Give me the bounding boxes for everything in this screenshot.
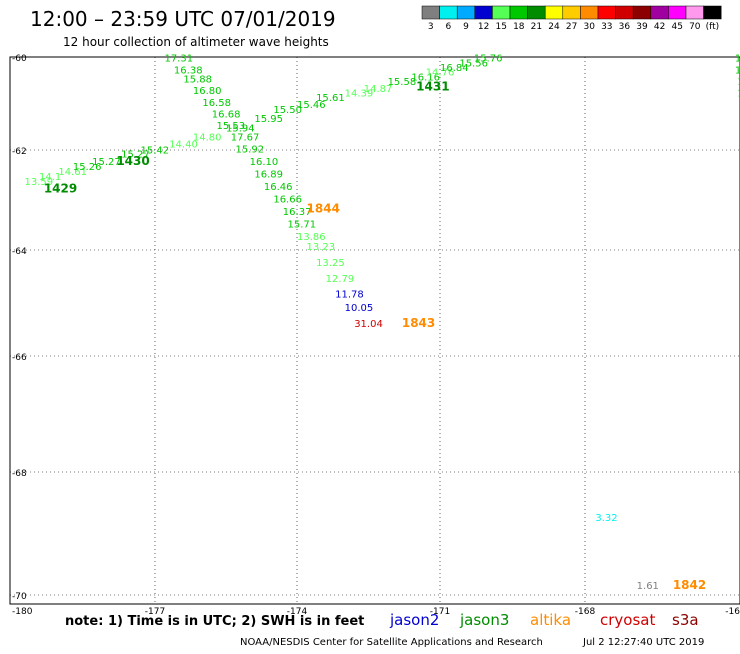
legend-label: 9: [463, 22, 469, 32]
swh-value: 16.58: [202, 98, 231, 109]
lat-tick-label: -70: [12, 592, 27, 602]
legend-swatch: [440, 6, 458, 19]
swh-value: 16.66: [273, 195, 302, 206]
legend-swatch: [704, 6, 722, 19]
footer-timestamp: Jul 2 12:27:40 UTC 2019: [582, 637, 704, 648]
swh-value: 16.3: [735, 54, 740, 65]
legend-label: 27: [566, 22, 577, 32]
legend-swatch: [633, 6, 651, 19]
swh-value: 15.53: [217, 121, 246, 132]
mission-label: s3a: [672, 611, 699, 629]
swh-value: 10.05: [345, 303, 374, 314]
pass-time-label: 1429: [44, 182, 77, 196]
swh-value: 11.78: [335, 290, 364, 301]
data-points: 13.5914.114.6115.2615.2715.2715.4214.401…: [25, 54, 740, 592]
swh-value: 16.46: [264, 182, 293, 193]
legend-label: 21: [531, 22, 542, 32]
pass-time-label: 1843: [402, 316, 435, 330]
lat-tick-label: -66: [12, 353, 27, 363]
swh-value: 15.76: [474, 54, 503, 65]
swh-value: 17.31: [164, 54, 193, 65]
lat-tick-label: -60: [12, 54, 27, 64]
legend-label: 45: [671, 22, 682, 32]
legend-label: 36: [619, 22, 631, 32]
legend-swatch: [492, 6, 510, 19]
pass-time-label: 1430: [116, 154, 149, 168]
legend-swatch: [598, 6, 616, 19]
pass-time-label: 1844: [307, 202, 340, 216]
swh-value: 16.10: [250, 157, 279, 168]
lat-tick-label: -62: [12, 147, 27, 157]
lon-tick-label: -16: [725, 607, 740, 617]
legend-label: (ft): [706, 22, 720, 32]
legend-swatch: [580, 6, 598, 19]
swh-value: 15.61: [316, 93, 345, 104]
swh-value: 13.23: [307, 242, 336, 253]
pass-time-label: 1431: [416, 79, 449, 93]
mission-label: jason3: [459, 611, 509, 629]
swh-value: 12.79: [326, 274, 355, 285]
page-title: 12:00 – 23:59 UTC 07/01/2019: [30, 7, 336, 31]
plot-grid: -60-62-64-66-68-70-180-177-174-171-168-1…: [10, 54, 740, 617]
legend-label: 3: [428, 22, 434, 32]
legend-label: 24: [548, 22, 560, 32]
legend-swatch: [422, 6, 440, 19]
mission-legend: jason2 jason3 altika cryosat s3a: [389, 611, 699, 629]
legend-swatch: [545, 6, 563, 19]
legend-swatch: [563, 6, 581, 19]
legend-label: 30: [583, 22, 595, 32]
swh-value: 14.80: [193, 133, 222, 144]
lat-tick-label: -64: [12, 247, 27, 257]
lat-tick-label: -68: [12, 469, 27, 479]
footer-credit: NOAA/NESDIS Center for Satellite Applica…: [240, 637, 543, 648]
legend-swatch: [651, 6, 669, 19]
mission-label: jason2: [389, 611, 439, 629]
swh-value: 13.25: [316, 258, 345, 269]
legend-label: 42: [654, 22, 665, 32]
swh-value: 15.71: [288, 220, 317, 231]
lon-tick-label: -180: [12, 607, 33, 617]
swh-value: 31.04: [354, 319, 383, 330]
mission-label: altika: [530, 611, 571, 629]
pass-time-label: 1842: [673, 578, 706, 592]
swh-value: 16.68: [212, 109, 241, 120]
swh-value: 16.9: [735, 65, 740, 76]
legend-swatch: [475, 6, 493, 19]
swh-value: 16.80: [193, 86, 222, 97]
swh-value: 3.32: [595, 513, 617, 524]
legend-swatch: [686, 6, 704, 19]
mission-label: cryosat: [600, 611, 655, 629]
legend-swatch: [616, 6, 634, 19]
swh-value: 15.92: [235, 145, 264, 156]
legend-swatch: [510, 6, 528, 19]
legend-swatch: [528, 6, 546, 19]
legend-label: 18: [513, 22, 525, 32]
legend-label: 6: [446, 22, 452, 32]
lon-tick-label: -168: [575, 607, 596, 617]
legend-swatch: [457, 6, 475, 19]
swh-value: 1.61: [637, 581, 659, 592]
legend-label: 39: [636, 22, 648, 32]
legend-swatch: [668, 6, 686, 19]
plot-frame: [10, 57, 740, 604]
footer-note: note: 1) Time is in UTC; 2) SWH is in fe…: [65, 614, 364, 629]
legend-label: 70: [689, 22, 701, 32]
swh-value: 15.88: [183, 75, 212, 86]
swh-value: 17.67: [231, 133, 260, 144]
legend-label: 12: [478, 22, 489, 32]
legend-label: 33: [601, 22, 612, 32]
page-subtitle: 12 hour collection of altimeter wave hei…: [63, 35, 329, 49]
swh-value: 16.89: [254, 170, 283, 181]
legend-label: 15: [495, 22, 506, 32]
